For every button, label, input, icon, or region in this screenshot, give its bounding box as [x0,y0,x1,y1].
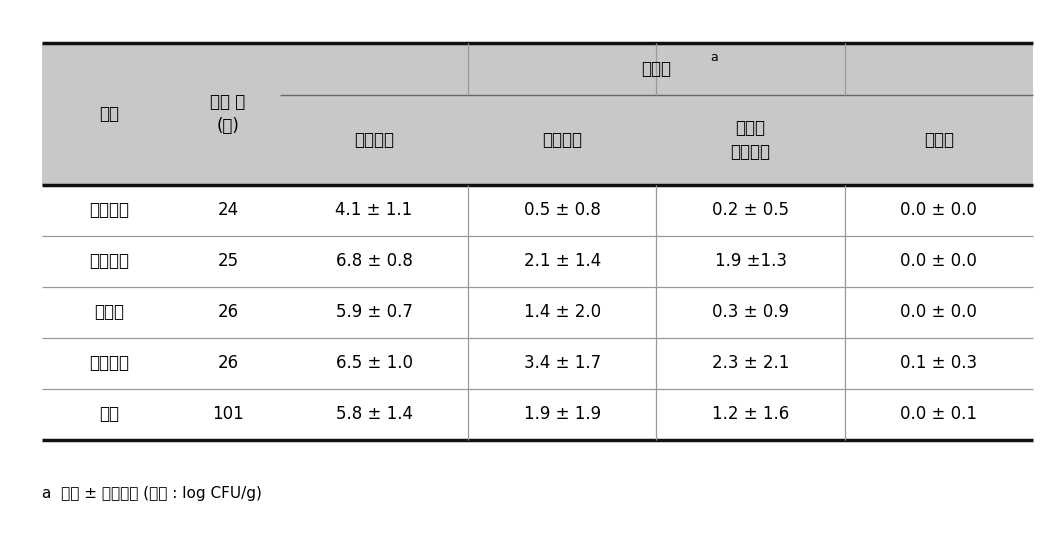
Text: 0.1 ± 0.3: 0.1 ± 0.3 [900,354,977,372]
Text: 오염도: 오염도 [642,60,671,78]
Text: 6.5 ± 1.0: 6.5 ± 1.0 [335,354,412,372]
Text: 4.1 ± 1.1: 4.1 ± 1.1 [335,201,413,219]
Text: a: a [710,51,718,64]
Text: 0.2 ± 0.5: 0.2 ± 0.5 [713,201,789,219]
Text: 0.0 ± 0.1: 0.0 ± 0.1 [900,405,977,424]
Text: 쌈채소: 쌈채소 [94,303,124,321]
Text: 대장균군: 대장균군 [543,131,582,149]
Text: 분류: 분류 [99,105,119,123]
Text: 5.8 ± 1.4: 5.8 ± 1.4 [335,405,412,424]
Text: 26: 26 [217,354,238,372]
Text: 6.8 ± 0.8: 6.8 ± 0.8 [335,252,412,270]
Text: 냉동채소: 냉동채소 [89,201,129,219]
Text: 0.3 ± 0.9: 0.3 ± 0.9 [713,303,789,321]
Text: 1.9 ± 1.9: 1.9 ± 1.9 [524,405,601,424]
Text: 합계: 합계 [99,405,119,424]
Text: 5.9 ± 0.7: 5.9 ± 0.7 [335,303,412,321]
Text: a  평균 ± 표준오차 (단위 : log CFU/g): a 평균 ± 표준오차 (단위 : log CFU/g) [42,486,262,501]
Text: 101: 101 [212,405,243,424]
Text: 2.1 ± 1.4: 2.1 ± 1.4 [524,252,601,270]
Text: 25: 25 [217,252,238,270]
Text: 1.9 ±1.3: 1.9 ±1.3 [715,252,786,270]
Text: 3.4 ± 1.7: 3.4 ± 1.7 [524,354,601,372]
Text: 2.3 ± 2.1: 2.3 ± 2.1 [711,354,789,372]
Text: 절임배추: 절임배추 [89,354,129,372]
Text: 0.0 ± 0.0: 0.0 ± 0.0 [900,201,977,219]
Text: 26: 26 [217,303,238,321]
Text: 분원성
대장균군: 분원성 대장균군 [730,119,770,161]
Text: 0.5 ± 0.8: 0.5 ± 0.8 [524,201,601,219]
Text: 0.0 ± 0.0: 0.0 ± 0.0 [900,303,977,321]
Text: 대장균: 대장균 [923,131,954,149]
Text: 시료 수
(건): 시료 수 (건) [211,93,246,135]
Text: 0.0 ± 0.0: 0.0 ± 0.0 [900,252,977,270]
Text: 대침채소: 대침채소 [89,252,129,270]
Text: 총세균수: 총세균수 [354,131,394,149]
Text: 24: 24 [217,201,238,219]
Text: 1.4 ± 2.0: 1.4 ± 2.0 [524,303,601,321]
Text: 1.2 ± 1.6: 1.2 ± 1.6 [711,405,789,424]
